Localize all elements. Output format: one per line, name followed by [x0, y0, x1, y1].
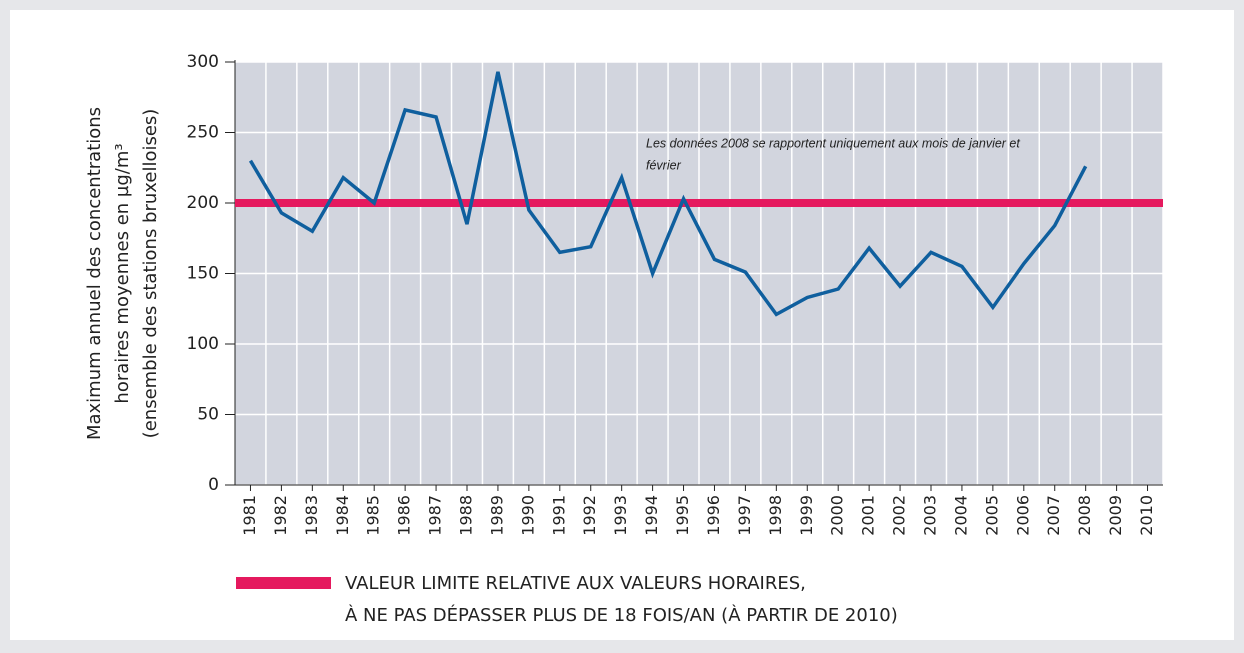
x-tick-label: 1985 [364, 495, 383, 536]
x-tick-label: 1993 [611, 495, 630, 536]
annotation: février [646, 158, 682, 172]
y-tick-label: 300 [187, 52, 219, 72]
y-axis-label: Maximum annuel des concentrations [84, 107, 105, 440]
data-line [248, 71, 1088, 317]
x-tick-label: 1990 [518, 495, 537, 536]
x-tick-label: 2010 [1137, 495, 1156, 536]
x-tick-label: 1989 [487, 495, 506, 536]
x-tick-label: 1987 [426, 495, 445, 536]
x-tick-label: 1997 [735, 495, 754, 536]
annotation: Les données 2008 se rapportent uniquemen… [646, 136, 1020, 150]
x-tick-label: 1984 [333, 495, 352, 536]
y-tick-label: 0 [208, 475, 219, 495]
y-tick-label: 150 [187, 264, 219, 284]
y-tick-label: 100 [187, 334, 219, 354]
x-tick-label: 1991 [549, 495, 568, 536]
x-tick-label: 2009 [1106, 495, 1125, 536]
y-tick-label: 250 [187, 123, 219, 143]
x-tick-label: 1986 [395, 495, 414, 536]
x-tick-label: 2001 [859, 495, 878, 536]
x-tick-label: 2000 [828, 495, 847, 536]
x-tick-label: 2008 [1075, 495, 1094, 536]
x-tick-label: 2006 [1013, 495, 1032, 536]
x-tick-label: 2005 [982, 495, 1001, 536]
x-tick-label: 1996 [704, 495, 723, 536]
y-tick-label: 50 [197, 405, 219, 425]
legend-label: VALEUR LIMITE RELATIVE AUX VALEURS HORAI… [345, 573, 806, 594]
y-tick-label: 200 [187, 193, 219, 213]
x-tick-label: 1998 [766, 495, 785, 536]
legend-label: À NE PAS DÉPASSER PLUS DE 18 FOIS/AN (À … [345, 604, 898, 626]
x-tick-label: 2007 [1044, 495, 1063, 536]
x-tick-label: 1994 [642, 495, 661, 536]
x-tick-label: 2002 [890, 495, 909, 536]
x-tick-label: 1992 [580, 495, 599, 536]
x-tick-label: 1999 [797, 495, 816, 536]
y-axis-label: (ensemble des stations bruxelloises) [140, 109, 161, 439]
x-tick-label: 2003 [921, 495, 940, 536]
legend-swatch [236, 577, 331, 589]
x-tick-label: 2004 [951, 495, 970, 536]
y-axis-label: horaires moyennes en µg/m³ [112, 143, 133, 403]
x-tick-label: 1995 [673, 495, 692, 536]
x-tick-label: 1982 [271, 495, 290, 536]
x-tick-label: 1981 [240, 495, 259, 536]
x-tick-label: 1983 [302, 495, 321, 536]
x-tick-label: 1988 [457, 495, 476, 536]
